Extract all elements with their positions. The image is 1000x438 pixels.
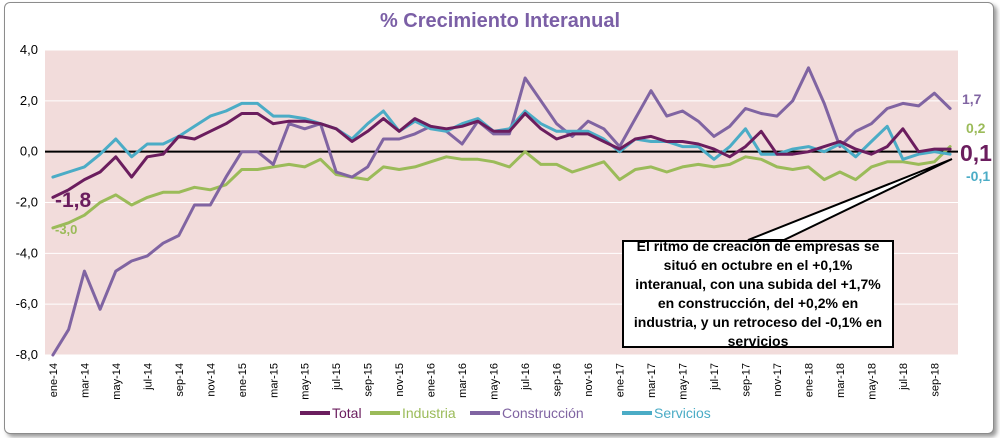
legend: Total Industria Construcción Servicios — [300, 405, 711, 421]
chart-title: % Crecimiento Interanual — [380, 10, 620, 32]
x-tick-label: jul-14 — [142, 363, 154, 391]
legend-label-servicios: Servicios — [654, 405, 711, 421]
y-axis-ticks: 4,0 2,0 0,0 -2,0 -4,0 -6,0 -8,0 — [16, 42, 38, 362]
x-tick-label: may-15 — [300, 363, 312, 400]
x-tick-label: ene-14 — [48, 363, 60, 397]
callout-box: El ritmo de creación de empresas se situ… — [622, 238, 894, 349]
x-tick-label: mar-15 — [268, 363, 280, 398]
x-tick-label: jul-17 — [709, 363, 721, 391]
x-tick-label: may-17 — [678, 363, 690, 400]
x-tick-label: sep-15 — [363, 363, 375, 397]
x-tick-label: mar-14 — [79, 363, 91, 398]
end-label-servicios: -0,1 — [966, 168, 990, 184]
series-line-total — [51, 112, 952, 199]
x-tick-label: nov-16 — [583, 363, 595, 397]
series-lines — [51, 66, 952, 357]
x-tick-label: jul-16 — [520, 363, 532, 391]
x-tick-label: nov-17 — [772, 363, 784, 397]
x-tick-label: sep-14 — [174, 363, 186, 397]
x-tick-label: ene-18 — [803, 363, 815, 397]
x-tick-label: ene-17 — [615, 363, 627, 397]
x-tick-label: may-18 — [866, 363, 878, 400]
x-tick-label: sep-16 — [552, 363, 564, 397]
end-label-total: 0,1 — [960, 140, 992, 166]
x-tick-label: may-16 — [489, 363, 501, 400]
y-tick-label: 2,0 — [20, 93, 38, 108]
y-tick-label: -8,0 — [16, 347, 38, 362]
x-tick-label: nov-14 — [205, 363, 217, 397]
end-label-construccion: 1,7 — [962, 91, 982, 107]
x-tick-label: mar-17 — [646, 363, 658, 398]
x-tick-label: mar-16 — [457, 363, 469, 398]
y-tick-label: 0,0 — [20, 144, 38, 159]
end-label-industria: 0,2 — [966, 120, 986, 136]
y-tick-label: 4,0 — [20, 42, 38, 57]
start-label-total: -1,8 — [55, 189, 92, 212]
x-tick-label: mar-18 — [835, 363, 847, 398]
y-tick-label: -4,0 — [16, 245, 38, 260]
legend-label-total: Total — [332, 405, 362, 421]
x-tick-label: may-14 — [111, 363, 123, 400]
y-tick-label: -6,0 — [16, 296, 38, 311]
x-tick-label: jul-15 — [331, 363, 343, 391]
x-axis-ticks: ene-14 mar-14 may-14 jul-14 sep-14 nov-14 ene-… — [48, 363, 942, 400]
x-tick-label: sep-17 — [740, 363, 752, 397]
x-tick-label: ene-15 — [237, 363, 249, 397]
legend-label-industria: Industria — [402, 405, 456, 421]
x-tick-label: ene-16 — [426, 363, 438, 397]
callout-text: El ritmo de creación de empresas se situ… — [633, 238, 883, 349]
x-tick-label: nov-15 — [394, 363, 406, 397]
x-tick-label: sep-18 — [929, 363, 941, 397]
series-line-construccion — [51, 66, 952, 357]
start-label-industria: -3,0 — [55, 222, 77, 237]
y-tick-label: -2,0 — [16, 195, 38, 210]
legend-label-construccion: Construcción — [502, 405, 584, 421]
x-tick-label: jul-18 — [898, 363, 910, 391]
series-line-industria — [51, 145, 952, 230]
